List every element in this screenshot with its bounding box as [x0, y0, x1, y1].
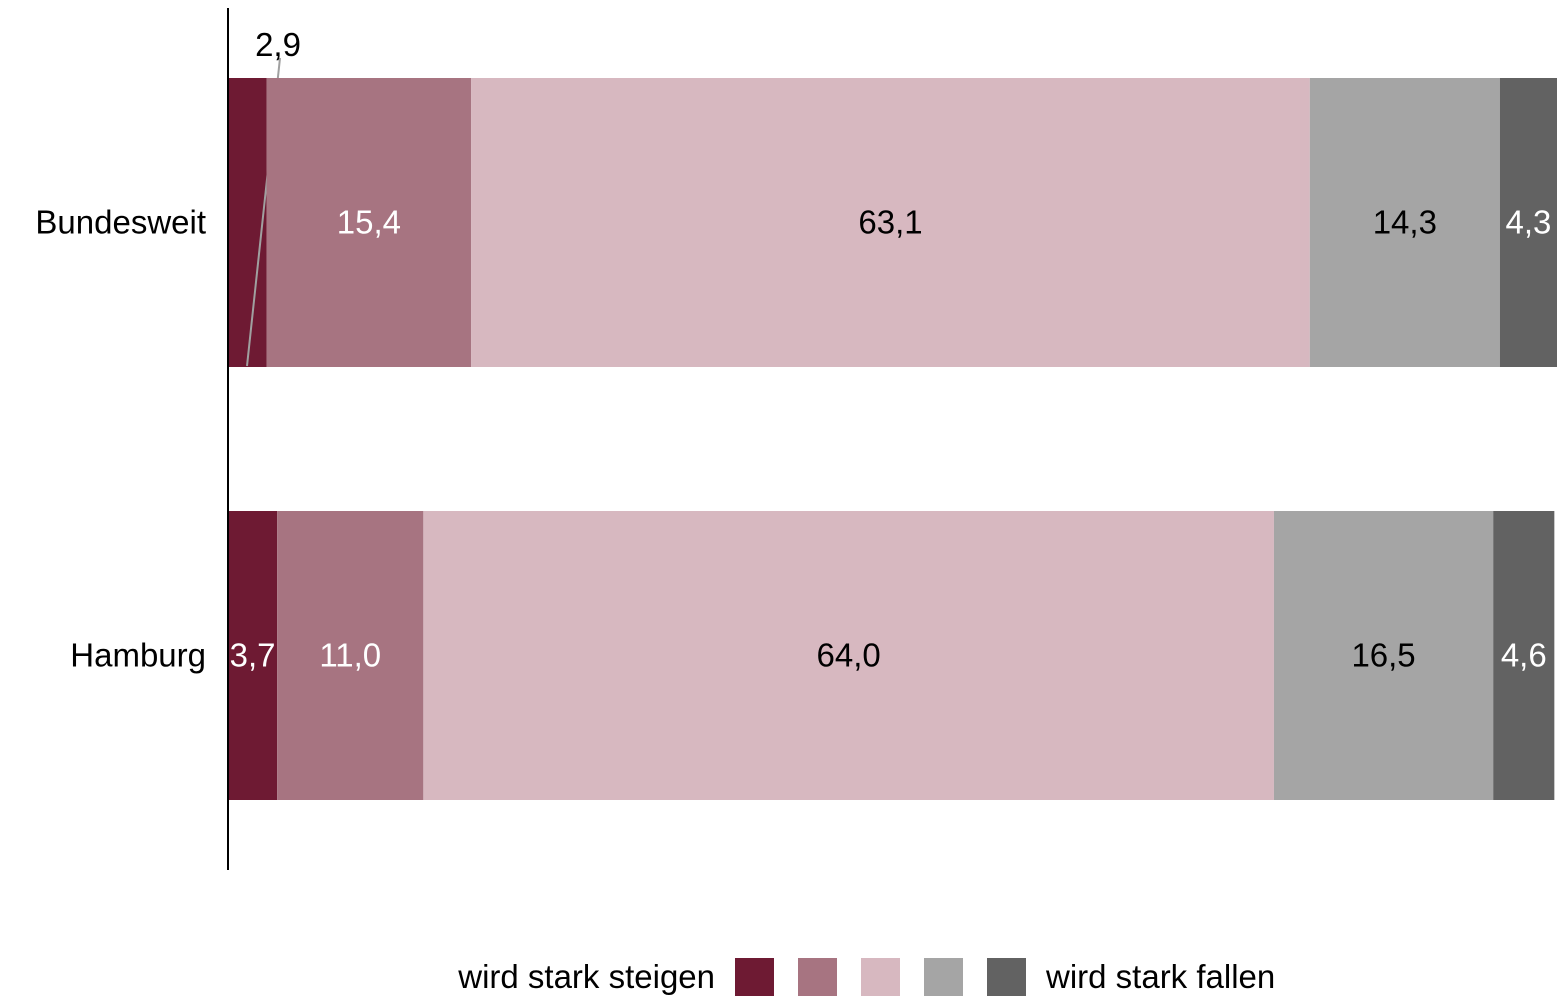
data-label-1-0: 3,7 [230, 637, 276, 674]
bars-group: 2,9 15,4 63,1 14,3 4,3 3,7 11,0 64,0 16,5 4,6 [228, 26, 1557, 800]
data-label-0-3: 14,3 [1373, 204, 1437, 241]
bar-segment-1-2 [423, 511, 1274, 800]
data-label-1-1: 11,0 [319, 637, 381, 674]
legend-swatch-4 [987, 958, 1026, 996]
legend-swatch-3 [924, 958, 963, 996]
legend-left-label: wird stark steigen [457, 958, 715, 995]
legend-swatch-0 [735, 958, 774, 996]
bar-segment-0-3 [1309, 78, 1500, 367]
bar-segment-1-0 [228, 511, 278, 800]
data-label-1-3: 16,5 [1351, 637, 1415, 674]
legend-swatches [735, 958, 1026, 996]
data-label-1-4: 4,6 [1501, 637, 1547, 674]
data-label-1-2: 64,0 [817, 637, 881, 674]
bar-segment-1-4 [1493, 511, 1555, 800]
bar-segment-1-1 [277, 511, 424, 800]
bar-segment-1-3 [1273, 511, 1494, 800]
legend: wird stark steigen wird stark fallen [457, 958, 1275, 996]
data-label-0-4: 4,3 [1505, 204, 1551, 241]
legend-right-label: wird stark fallen [1045, 958, 1275, 995]
legend-swatch-1 [798, 958, 837, 996]
category-labels: Bundesweit Hamburg [35, 204, 206, 674]
bar-segment-0-1 [266, 78, 472, 367]
data-label-0-0: 2,9 [255, 26, 301, 63]
bar-segment-0-2 [471, 78, 1310, 367]
legend-swatch-2 [861, 958, 900, 996]
category-label-1: Hamburg [70, 637, 206, 674]
data-label-0-2: 63,1 [858, 204, 922, 241]
bar-segment-0-0 [228, 78, 267, 367]
category-label-0: Bundesweit [35, 204, 206, 241]
bar-segment-0-4 [1499, 78, 1557, 367]
data-label-0-1: 15,4 [337, 204, 401, 241]
